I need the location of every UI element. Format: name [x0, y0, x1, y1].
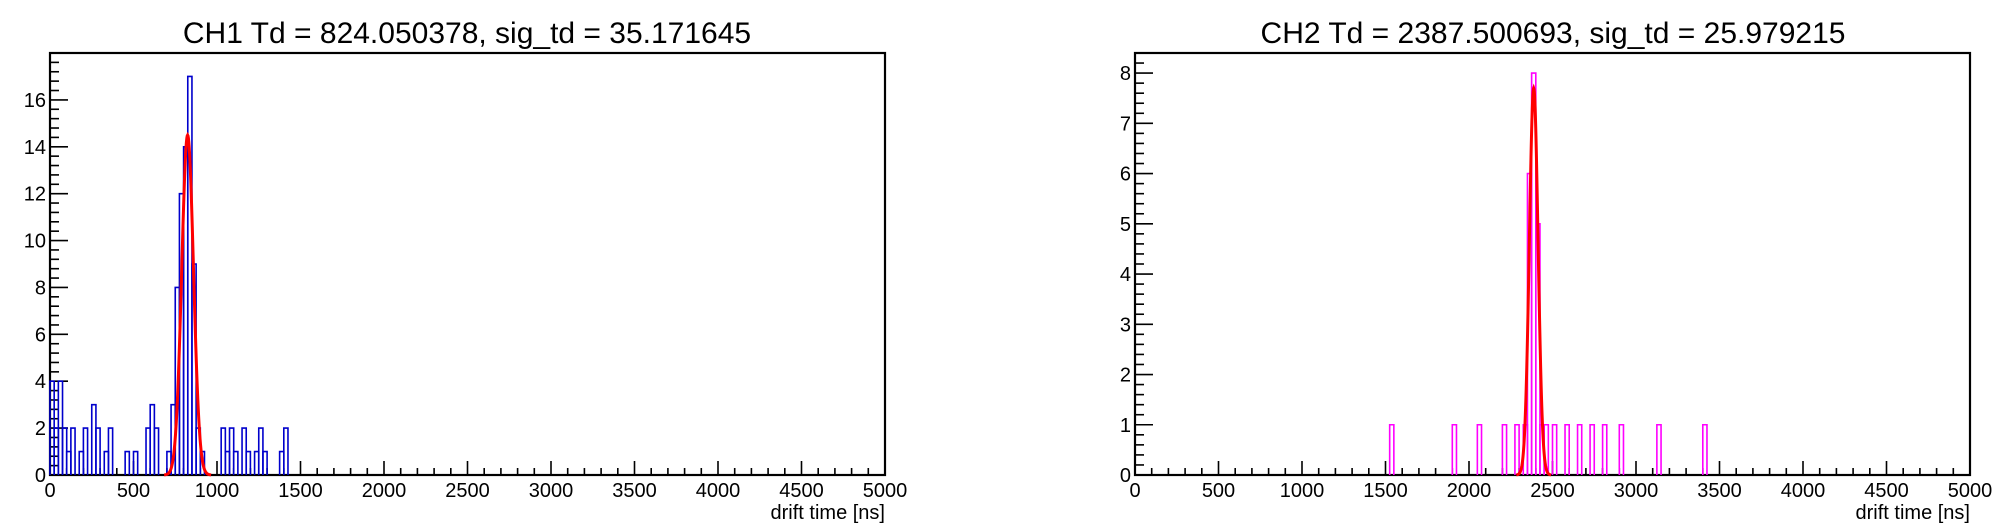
y-tick-label: 2 — [1120, 365, 1131, 387]
x-tick-label: 2500 — [1530, 480, 1575, 502]
gaussian-fit-curve — [163, 131, 212, 477]
y-tick-label: 0 — [1120, 465, 1131, 487]
histogram-series — [49, 75, 289, 475]
histogram-bin — [70, 427, 76, 475]
x-tick-label: 3500 — [1697, 480, 1742, 502]
histogram-bin — [82, 427, 89, 475]
chart-panel-2: CH2 Td = 2387.500693, sig_td = 25.979215… — [1120, 17, 1992, 524]
y-tick-label: 6 — [35, 324, 46, 346]
plot-frame — [1133, 51, 1972, 477]
x-tick-label: 4500 — [1864, 480, 1909, 502]
histogram-bin — [1501, 423, 1508, 475]
y-tick-label: 12 — [24, 184, 46, 206]
x-tick-label: 3000 — [529, 480, 574, 502]
x-tick-label: 4500 — [779, 480, 824, 502]
y-tick-label: 3 — [1120, 314, 1131, 336]
x-axis-label: drift time [ns] — [1856, 502, 1970, 524]
gaussian-fit-curve — [1516, 83, 1552, 477]
histogram-bin — [95, 427, 101, 475]
y-tick-label: 4 — [35, 371, 46, 393]
chart-panel-1: CH1 Td = 824.050378, sig_td = 35.171645 0… — [24, 17, 908, 524]
y-tick-label: 7 — [1120, 113, 1131, 135]
histogram-bin — [232, 450, 239, 475]
x-tick-label: 1000 — [1280, 480, 1325, 502]
histogram-bin — [1702, 423, 1708, 475]
histogram-bin — [1476, 423, 1483, 475]
histogram-bin — [262, 450, 268, 475]
x-tick-label: 5000 — [863, 480, 908, 502]
histogram-series — [1388, 72, 1708, 475]
x-tick-label: 4000 — [696, 480, 741, 502]
histogram-bin — [1656, 423, 1662, 475]
x-tick-label: 2500 — [445, 480, 490, 502]
histogram-bin — [1551, 423, 1558, 475]
y-tick-label: 2 — [35, 418, 46, 440]
y-tick-label: 5 — [1120, 214, 1131, 236]
histogram-bin — [132, 450, 139, 475]
histogram-bin — [1564, 423, 1570, 475]
histogram-bin — [245, 450, 252, 475]
histogram-bin — [1451, 423, 1458, 475]
histogram-bin — [1618, 423, 1625, 475]
x-tick-label: 3500 — [612, 480, 657, 502]
histogram-bin — [107, 427, 114, 475]
y-tick-label: 8 — [35, 277, 46, 299]
histogram-bin — [1576, 423, 1583, 475]
histogram-bin — [1601, 423, 1608, 475]
x-tick-label: 500 — [1202, 480, 1235, 502]
histogram-bin — [1589, 423, 1596, 475]
x-tick-label: 3000 — [1614, 480, 1659, 502]
x-tick-label: 2000 — [362, 480, 407, 502]
x-tick-label: 0 — [1129, 480, 1140, 502]
y-tick-label: 10 — [24, 231, 46, 253]
x-tick-label: 2000 — [1447, 480, 1492, 502]
histogram-bin — [1514, 423, 1520, 475]
x-tick-label: 5000 — [1948, 480, 1993, 502]
x-tick-label: 1000 — [195, 480, 240, 502]
histogram-bin — [124, 450, 131, 475]
y-tick-label: 8 — [1120, 63, 1131, 85]
y-tick-label: 6 — [1120, 164, 1131, 186]
x-axis-label: drift time [ns] — [771, 502, 885, 524]
x-tick-label: 4000 — [1781, 480, 1826, 502]
x-tick-label: 500 — [117, 480, 150, 502]
y-tick-label: 14 — [24, 137, 46, 159]
chart-title: CH1 Td = 824.050378, sig_td = 35.171645 — [183, 17, 751, 50]
histogram-bin — [1388, 423, 1395, 475]
x-tick-label: 1500 — [278, 480, 323, 502]
y-tick-label: 16 — [24, 90, 46, 112]
histogram-bin — [283, 427, 289, 475]
histogram-bin — [153, 427, 160, 475]
y-tick-label: 1 — [1120, 415, 1131, 437]
y-tick-label: 4 — [1120, 264, 1131, 286]
chart-title: CH2 Td = 2387.500693, sig_td = 25.979215 — [1261, 17, 1846, 50]
x-tick-label: 1500 — [1363, 480, 1408, 502]
x-tick-label: 0 — [44, 480, 55, 502]
y-tick-label: 0 — [35, 465, 46, 487]
